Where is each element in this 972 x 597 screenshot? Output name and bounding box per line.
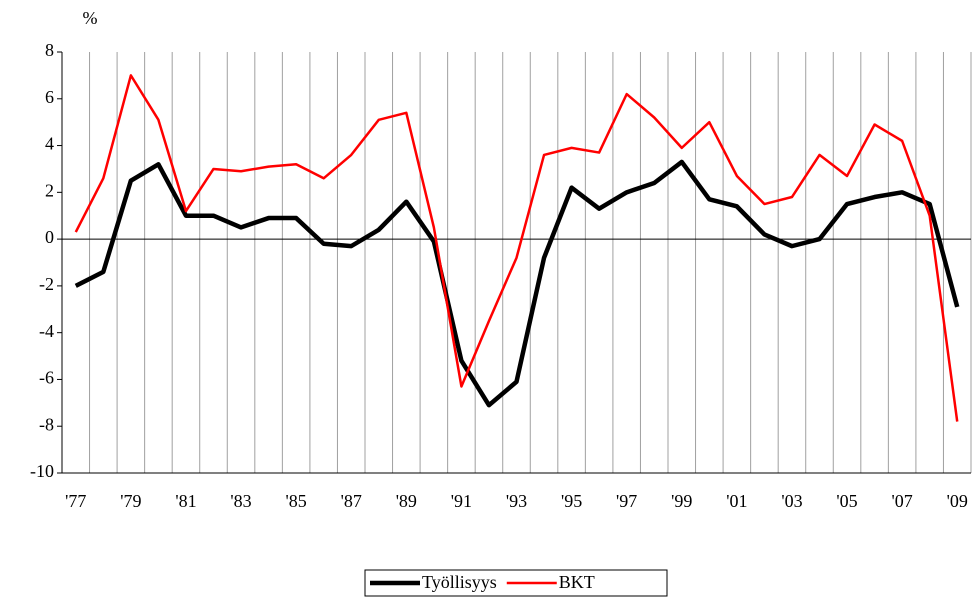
x-tick-label: '93 [506, 491, 527, 511]
x-tick-label: '79 [120, 491, 141, 511]
x-tick-label: '99 [671, 491, 692, 511]
x-tick-label: '97 [616, 491, 637, 511]
y-tick-label: 2 [45, 180, 54, 200]
legend-label: Työllisyys [422, 572, 497, 592]
y-tick-label: 4 [45, 134, 54, 154]
y-tick-label: -4 [39, 321, 54, 341]
y-tick-label: -10 [30, 461, 54, 481]
x-tick-label: '05 [836, 491, 857, 511]
legend-label: BKT [559, 572, 595, 592]
y-tick-label: -8 [39, 414, 54, 434]
line-series [74, 159, 960, 408]
x-tick-label: '83 [230, 491, 251, 511]
x-tick-label: '95 [561, 491, 582, 511]
line-series [74, 74, 959, 422]
x-tick-label: '85 [286, 491, 307, 511]
x-tick-label: '77 [65, 491, 86, 511]
x-tick-label: '07 [892, 491, 913, 511]
y-axis-label: % [83, 8, 98, 28]
y-tick-label: -2 [39, 274, 54, 294]
y-tick-label: 6 [45, 87, 54, 107]
y-tick-label: -6 [39, 368, 54, 388]
y-tick-label: 8 [45, 40, 54, 60]
x-tick-label: '03 [781, 491, 802, 511]
x-tick-label: '87 [341, 491, 362, 511]
y-tick-label: 0 [45, 227, 54, 247]
x-tick-label: '81 [175, 491, 196, 511]
x-tick-label: '01 [726, 491, 747, 511]
x-tick-label: '89 [396, 491, 417, 511]
x-tick-label: '91 [451, 491, 472, 511]
x-tick-label: '09 [947, 491, 968, 511]
